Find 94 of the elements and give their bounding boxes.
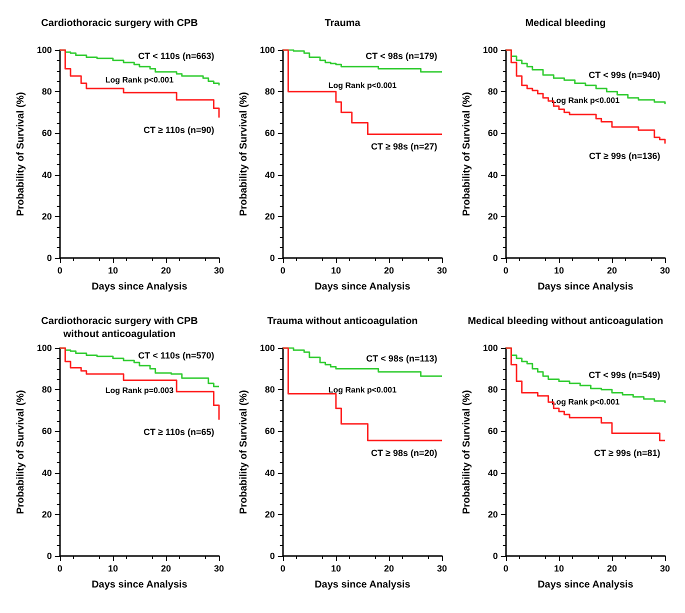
x-tick-label: 30 <box>436 564 448 574</box>
series-label: CT ≥ 98s (n=20) <box>371 448 438 458</box>
y-tick-label: 60 <box>42 426 52 436</box>
y-tick-label: 80 <box>488 384 498 395</box>
series-label: CT ≥ 110s (n=90) <box>143 125 214 136</box>
series-label: CT < 110s (n=663) <box>138 51 214 62</box>
x-axis-title: Days since Analysis <box>538 282 634 292</box>
y-tick-label: 40 <box>42 468 52 478</box>
series-label: CT < 99s (n=940) <box>588 70 660 80</box>
x-tick-label: 10 <box>554 564 564 574</box>
chart-title: Medical bleeding <box>525 18 606 29</box>
y-tick-label: 60 <box>42 128 52 138</box>
chart-title: Cardiothoracic surgery with CPB <box>41 18 198 29</box>
y-tick-label: 100 <box>260 45 275 55</box>
y-tick-label: 60 <box>264 426 275 436</box>
y-axis-title: Probability of Survival (%) <box>462 390 472 514</box>
x-axis-title: Days since Analysis <box>538 580 634 590</box>
x-tick-label: 30 <box>436 266 448 276</box>
y-tick-label: 100 <box>36 343 52 353</box>
series-label: CT < 99s (n=549) <box>588 370 660 380</box>
y-tick-label: 20 <box>264 211 275 222</box>
y-tick-label: 20 <box>488 211 498 222</box>
x-tick-label: 0 <box>57 266 62 276</box>
x-tick-label: 30 <box>660 564 670 574</box>
x-tick-label: 10 <box>108 266 118 276</box>
chart-title: Cardiothoracic surgery with CPB without anticoagulation <box>41 316 198 340</box>
y-tick-label: 80 <box>42 384 52 395</box>
y-tick-label: 80 <box>264 86 275 97</box>
x-tick-label: 0 <box>57 564 62 574</box>
x-tick-label: 0 <box>280 564 286 574</box>
x-tick-label: 10 <box>108 564 118 574</box>
y-tick-label: 60 <box>488 128 498 138</box>
x-tick-label: 20 <box>606 266 617 276</box>
y-tick-label: 60 <box>264 128 275 138</box>
y-axis-title: Probability of Survival (%) <box>238 390 250 514</box>
y-tick-label: 0 <box>46 551 52 561</box>
y-tick-label: 20 <box>42 509 52 520</box>
y-tick-label: 100 <box>482 343 498 353</box>
series-label: CT < 98s (n=179) <box>366 51 438 62</box>
y-tick-label: 80 <box>42 86 52 97</box>
x-tick-label: 30 <box>214 266 224 276</box>
y-tick-label: 40 <box>42 170 52 180</box>
annotation: Log Rank p<0.001 <box>328 80 398 90</box>
series-label: CT < 110s (n=570) <box>138 350 214 360</box>
series-label: CT ≥ 98s (n=27) <box>371 142 438 152</box>
y-tick-label: 100 <box>482 45 498 55</box>
series-label: CT ≥ 99s (n=136) <box>589 151 660 162</box>
x-axis-title: Days since Analysis <box>314 580 411 590</box>
x-tick-label: 30 <box>660 266 670 276</box>
x-tick-label: 20 <box>384 564 394 574</box>
y-axis-title: Probability of Survival (%) <box>462 92 472 216</box>
x-axis-title: Days since Analysis <box>314 282 411 292</box>
y-tick-label: 40 <box>488 468 498 478</box>
annotation: Log Rank p=0.003 <box>105 386 174 396</box>
y-tick-label: 0 <box>270 551 275 561</box>
y-tick-label: 20 <box>264 509 275 520</box>
x-axis-title: Days since Analysis <box>92 282 188 292</box>
x-axis-title: Days since Analysis <box>92 580 188 590</box>
y-tick-label: 60 <box>488 426 498 436</box>
y-tick-label: 80 <box>488 86 498 97</box>
chart-title: Trauma without anticoagulation <box>267 316 418 327</box>
y-tick-label: 20 <box>488 509 498 520</box>
x-tick-label: 20 <box>160 564 171 574</box>
y-tick-label: 0 <box>492 551 498 561</box>
x-tick-label: 20 <box>606 564 617 574</box>
series-label: CT ≥ 99s (n=81) <box>594 448 660 458</box>
series-label: CT ≥ 110s (n=65) <box>143 427 214 438</box>
y-tick-label: 0 <box>46 253 52 263</box>
y-tick-label: 0 <box>492 253 498 263</box>
annotation: Log Rank p<0.001 <box>328 386 398 395</box>
y-tick-label: 80 <box>264 384 275 395</box>
x-tick-label: 30 <box>214 564 224 574</box>
x-tick-label: 10 <box>330 266 341 276</box>
x-tick-label: 0 <box>503 266 508 276</box>
series-label: CT < 98s (n=113) <box>366 353 438 364</box>
y-tick-label: 100 <box>36 45 52 55</box>
chart-title: Trauma <box>324 18 361 29</box>
chart-title: Medical bleeding without anticoagulation <box>468 316 664 327</box>
y-axis-title: Probability of Survival (%) <box>16 390 26 514</box>
y-tick-label: 40 <box>488 170 498 180</box>
y-tick-label: 0 <box>270 253 275 263</box>
x-tick-label: 20 <box>160 266 171 276</box>
x-tick-label: 10 <box>554 266 564 276</box>
y-tick-label: 100 <box>260 343 275 353</box>
y-axis-title: Probability of Survival (%) <box>238 92 250 216</box>
x-tick-label: 0 <box>503 564 508 574</box>
y-axis-title: Probability of Survival (%) <box>16 92 26 216</box>
y-tick-label: 20 <box>42 211 52 222</box>
y-tick-label: 40 <box>264 468 275 478</box>
y-tick-label: 40 <box>264 170 275 180</box>
annotation: Log Rank p<0.001 <box>105 76 174 85</box>
x-tick-label: 0 <box>280 266 286 276</box>
x-tick-label: 10 <box>330 564 341 574</box>
x-tick-label: 20 <box>384 266 394 276</box>
